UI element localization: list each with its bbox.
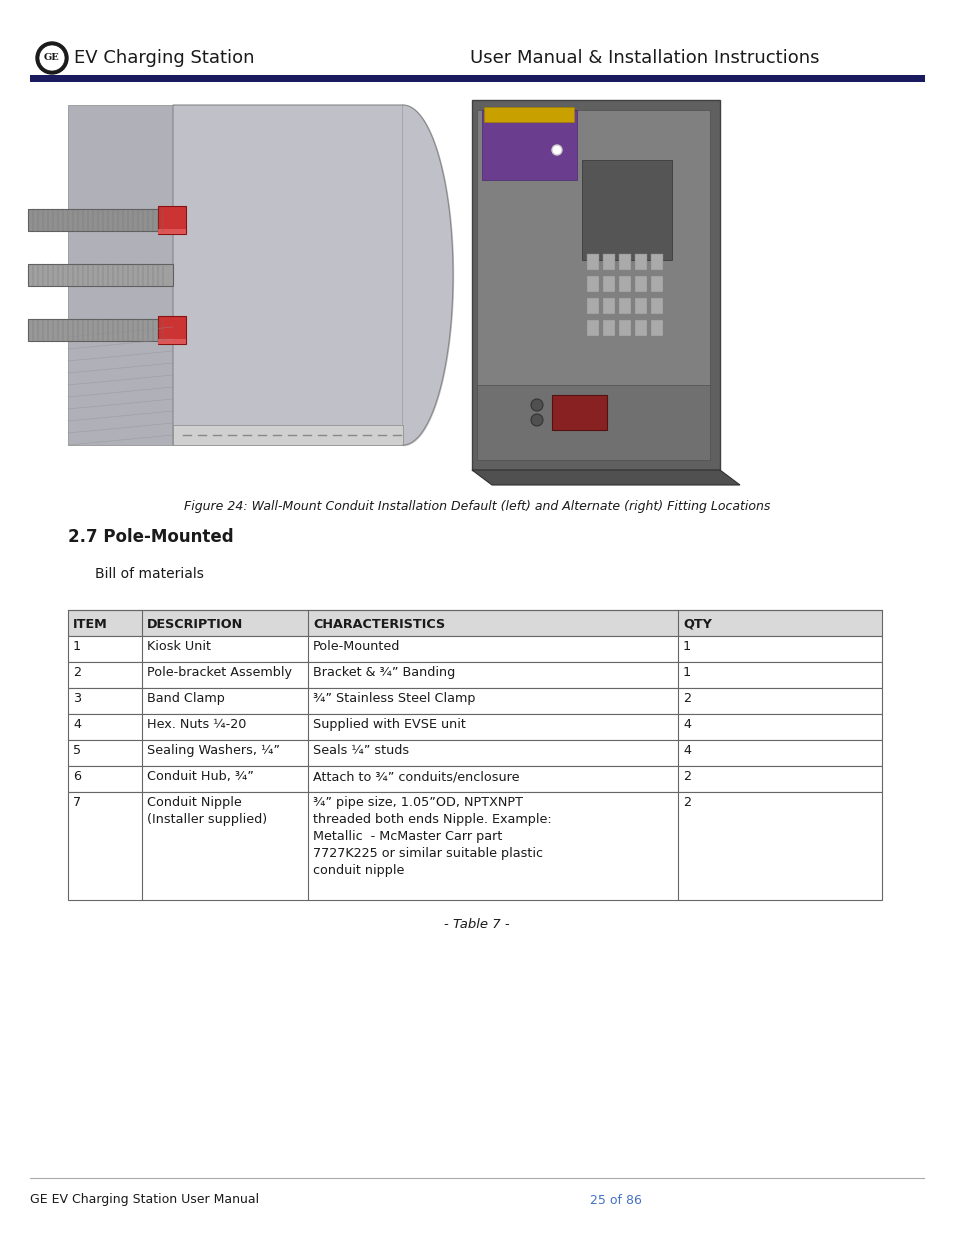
Text: 5: 5 [73,743,81,757]
Bar [602,254,615,270]
Bar [28,264,172,287]
Bar [650,275,662,291]
Bar [476,385,709,459]
Text: User Manual & Installation Instructions: User Manual & Installation Instructions [470,49,820,67]
Text: ITEM: ITEM [73,618,108,631]
Text: 7: 7 [73,797,81,809]
Bar [650,320,662,336]
Bar [158,206,186,233]
Text: Attach to ¾” conduits/enclosure: Attach to ¾” conduits/enclosure [313,769,519,783]
Text: DESCRIPTION: DESCRIPTION [147,618,243,631]
Bar [172,425,402,445]
Bar [28,209,172,231]
Text: ¾” pipe size, 1.05”OD, NPTXNPT
threaded both ends Nipple. Example:
Metallic  - M: ¾” pipe size, 1.05”OD, NPTXNPT threaded … [313,797,551,877]
Circle shape [531,399,542,411]
Bar [68,105,172,445]
Bar [650,298,662,314]
Text: Sealing Washers, ¼”: Sealing Washers, ¼” [147,743,280,757]
Bar [472,100,720,471]
Bar [586,254,598,270]
Bar [68,766,882,792]
Bar [586,275,598,291]
Text: Kiosk Unit: Kiosk Unit [147,640,211,653]
Circle shape [552,144,561,156]
Text: 4: 4 [682,718,690,731]
Text: 2: 2 [682,797,690,809]
Text: 1: 1 [73,640,81,653]
Text: GE EV Charging Station User Manual: GE EV Charging Station User Manual [30,1193,259,1207]
Text: Figure 24: Wall-Mount Conduit Installation Default (left) and Alternate (right) : Figure 24: Wall-Mount Conduit Installati… [184,500,769,513]
Text: CHARACTERISTICS: CHARACTERISTICS [313,618,445,631]
Bar [618,275,630,291]
Text: Bill of materials: Bill of materials [95,567,204,580]
Text: GE: GE [44,53,60,63]
Circle shape [36,42,68,74]
Bar [635,254,646,270]
Text: 6: 6 [73,769,81,783]
Text: EV Charging Station: EV Charging Station [74,49,254,67]
Text: 4: 4 [682,743,690,757]
Bar [476,110,709,459]
Bar [158,228,186,233]
Bar [618,298,630,314]
Bar [68,610,882,636]
FancyBboxPatch shape [172,105,402,445]
Text: 2: 2 [73,666,81,679]
Text: Hex. Nuts ¼-20: Hex. Nuts ¼-20 [147,718,246,731]
Text: QTY: QTY [682,618,711,631]
Bar [28,319,172,341]
Bar [68,792,882,900]
Text: Bracket & ¾” Banding: Bracket & ¾” Banding [313,666,455,679]
Text: Band Clamp: Band Clamp [147,692,225,705]
Text: 3: 3 [73,692,81,705]
Bar [481,110,577,180]
Bar [68,688,882,714]
Circle shape [531,414,542,426]
Circle shape [39,44,65,70]
Bar [602,298,615,314]
Bar [635,320,646,336]
Text: Seals ¼” studs: Seals ¼” studs [313,743,409,757]
Bar [158,316,186,345]
Polygon shape [472,471,740,485]
Bar [68,105,457,445]
Bar [586,320,598,336]
Bar [552,395,606,430]
Text: Conduit Nipple
(Installer supplied): Conduit Nipple (Installer supplied) [147,797,267,826]
Bar [586,298,598,314]
Bar [68,740,882,766]
Bar [602,320,615,336]
Text: - Table 7 -: - Table 7 - [444,918,509,931]
Bar [68,714,882,740]
Text: Supplied with EVSE unit: Supplied with EVSE unit [313,718,465,731]
Bar [68,636,882,662]
Bar [635,275,646,291]
Bar [635,298,646,314]
Text: Pole-bracket Assembly: Pole-bracket Assembly [147,666,292,679]
Text: 25 of 86: 25 of 86 [589,1193,641,1207]
Text: Pole-Mounted: Pole-Mounted [313,640,400,653]
Bar [30,75,924,82]
Bar [581,161,671,261]
Bar [618,254,630,270]
Bar [68,662,882,688]
Bar [68,610,882,636]
Bar [618,320,630,336]
Text: Conduit Hub, ¾”: Conduit Hub, ¾” [147,769,253,783]
Text: 1: 1 [682,640,690,653]
Text: 2: 2 [682,692,690,705]
Text: 2: 2 [682,769,690,783]
Bar [158,338,186,345]
Bar [483,107,574,122]
Text: 2.7 Pole-Mounted: 2.7 Pole-Mounted [68,529,233,546]
Bar [602,275,615,291]
Bar [650,254,662,270]
Text: 4: 4 [73,718,81,731]
Text: ¾” Stainless Steel Clamp: ¾” Stainless Steel Clamp [313,692,475,705]
Text: 1: 1 [682,666,690,679]
